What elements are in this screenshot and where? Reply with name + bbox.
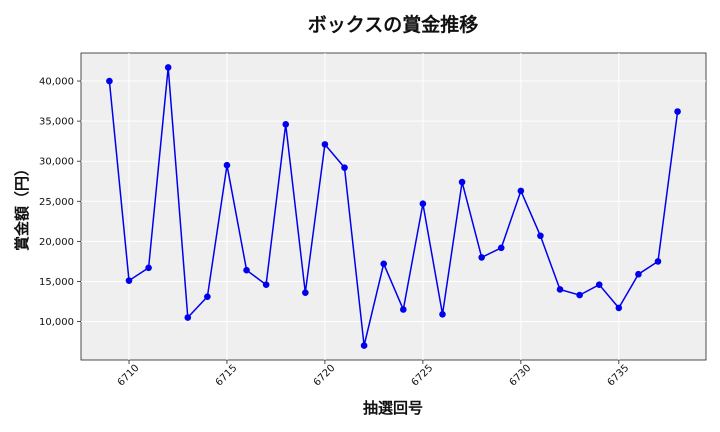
series-line [108,67,679,346]
data-point [360,342,368,349]
x-tick-label: 6735 [606,363,632,389]
y-tick-label: 25,000 [39,197,74,208]
series [106,64,681,349]
data-point [478,254,485,261]
plot-area [80,52,707,361]
data-point [674,108,681,115]
x-tick-label: 6710 [116,363,142,389]
data-point [302,289,309,296]
x-axis: 6710 6715 6720 6725 6730 6735 [116,360,632,389]
y-axis: 10,000 15,000 20,000 25,000 30,000 35,000 40,0… [39,77,81,328]
data-point [439,311,446,318]
data-point [282,121,290,128]
data-point [184,314,192,321]
data-point [497,244,505,252]
data-point [654,258,662,265]
data-point [341,164,348,171]
data-point [537,232,544,240]
data-point [576,291,583,299]
data-point [321,141,329,148]
y-tick-label: 10,000 [39,317,74,328]
y-tick-label: 20,000 [39,237,74,248]
data-point [458,178,466,186]
chart-title: ボックスの賞金推移 [308,13,478,36]
data-point [262,281,270,288]
data-point [595,281,603,288]
y-tick-label: 35,000 [39,117,74,128]
data-point [204,293,211,300]
x-tick-label: 6720 [312,363,338,389]
data-point [223,161,231,169]
x-tick-label: 6715 [214,363,240,389]
y-tick-label: 30,000 [39,157,74,168]
data-point [145,264,152,272]
data-point [517,187,525,195]
y-tick-label: 15,000 [39,277,74,288]
data-point [615,304,623,312]
x-axis-label: 抽選回号 [363,399,423,417]
data-point [635,270,642,278]
data-point [556,286,564,293]
y-axis-label: 賞金額（円） [13,161,31,251]
data-point [125,277,133,284]
data-point [419,200,427,207]
data-point [380,260,388,268]
data-point [106,77,113,85]
data-point [399,306,407,313]
data-point [243,266,250,274]
x-tick-label: 6730 [508,363,534,389]
y-tick-label: 40,000 [39,77,74,88]
data-point [164,64,172,71]
x-tick-label: 6725 [410,363,436,389]
